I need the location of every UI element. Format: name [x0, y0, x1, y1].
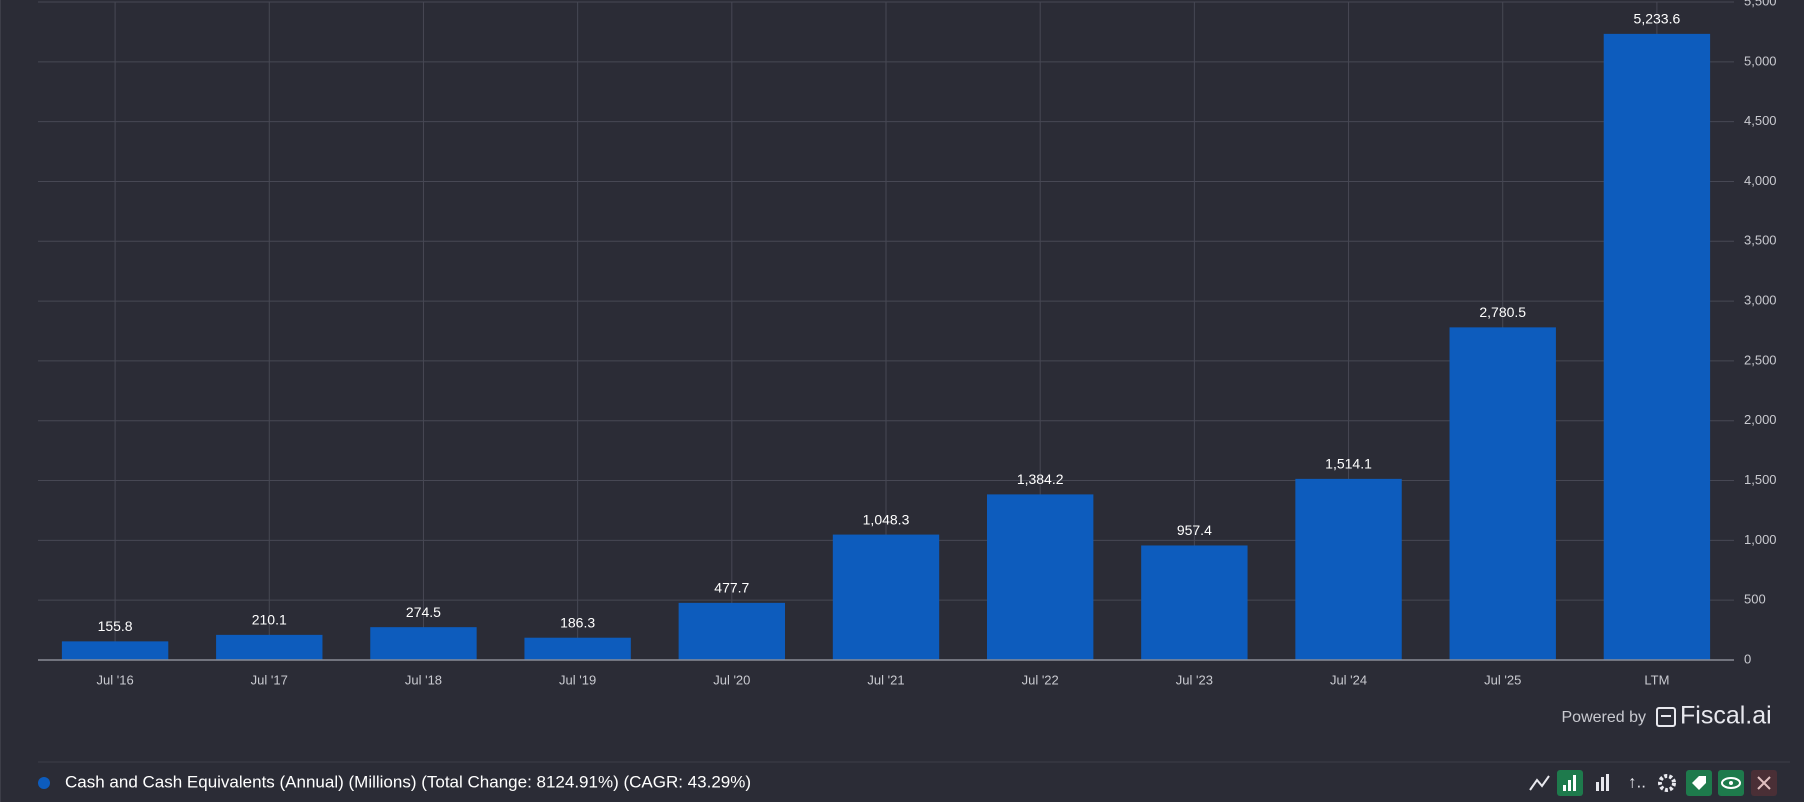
brand-logo — [1656, 707, 1676, 727]
x-tick-label: Jul '24 — [1330, 672, 1367, 687]
x-tick-label: Jul '17 — [251, 672, 288, 687]
bars: Jul '16 Jul '17 Jul '18 Jul '19 Jul '20 Jul '… — [38, 11, 1734, 687]
brand: Fiscal.ai — [1680, 702, 1772, 730]
bar — [1449, 327, 1556, 660]
value-label: 2,780.5 — [1479, 304, 1526, 320]
grid: 0 500 1,000 1,500 2,000 2,500 3,000 3,500 4,000 4… — [38, 0, 1777, 666]
powered-by: Powered by — [1562, 709, 1647, 726]
bar — [61, 641, 169, 660]
value-label: 210.1 — [252, 612, 287, 628]
y-tick-label: 2,500 — [1744, 352, 1777, 367]
bar — [678, 602, 786, 660]
value-label: 957.4 — [1177, 522, 1212, 538]
stacked-icon[interactable] — [1596, 774, 1609, 791]
y-tick-label: 2,000 — [1744, 412, 1777, 427]
x-tick-label: Jul '22 — [1022, 672, 1059, 687]
x-tick-label: Jul '20 — [713, 672, 750, 687]
x-tick-label: Jul '25 — [1484, 672, 1521, 687]
settings-icon[interactable] — [1658, 774, 1676, 792]
value-label: 1,048.3 — [863, 511, 910, 527]
y-tick-label: 0 — [1744, 651, 1751, 666]
value-label: 1,384.2 — [1017, 471, 1064, 487]
y-tick-label: 500 — [1744, 592, 1766, 607]
y-tick-label: 1,500 — [1744, 472, 1777, 487]
y-tick-label: 5,000 — [1744, 53, 1777, 68]
value-label: 5,233.6 — [1634, 11, 1681, 27]
x-tick-label: Jul '16 — [97, 672, 134, 687]
line-icon[interactable] — [1529, 775, 1550, 791]
legend-label[interactable]: Cash and Cash Equivalents (Annual) (Mill… — [65, 772, 751, 791]
value-label: 155.8 — [98, 618, 133, 634]
value-label: 1,514.1 — [1325, 456, 1372, 472]
bar — [832, 534, 940, 660]
legend-marker — [38, 777, 50, 789]
y-tick-label: 3,000 — [1744, 293, 1777, 308]
bar — [524, 637, 631, 660]
bar — [216, 634, 323, 660]
y-tick-label: 3,500 — [1744, 233, 1777, 248]
bar — [1603, 33, 1711, 660]
y-tick-label: 4,500 — [1744, 113, 1777, 128]
value-label: 186.3 — [560, 614, 595, 630]
value-label: 274.5 — [406, 604, 441, 620]
value-label: 477.7 — [714, 580, 749, 596]
x-tick-label: Jul '23 — [1176, 672, 1213, 687]
x-tick-label: Jul '18 — [405, 672, 442, 687]
bar — [1295, 478, 1402, 660]
bar — [370, 627, 477, 660]
toolbar: ↑.. — [1529, 770, 1777, 796]
sort-icon[interactable]: ↑.. — [1628, 772, 1646, 791]
y-tick-label: 5,500 — [1744, 0, 1777, 8]
y-tick-label: 1,000 — [1744, 532, 1777, 547]
y-tick-label: 4,000 — [1744, 173, 1777, 188]
x-tick-label: LTM — [1644, 672, 1669, 687]
bar — [986, 494, 1094, 660]
bar — [1141, 545, 1248, 660]
x-tick-label: Jul '19 — [559, 672, 596, 687]
x-tick-label: Jul '21 — [867, 672, 904, 687]
